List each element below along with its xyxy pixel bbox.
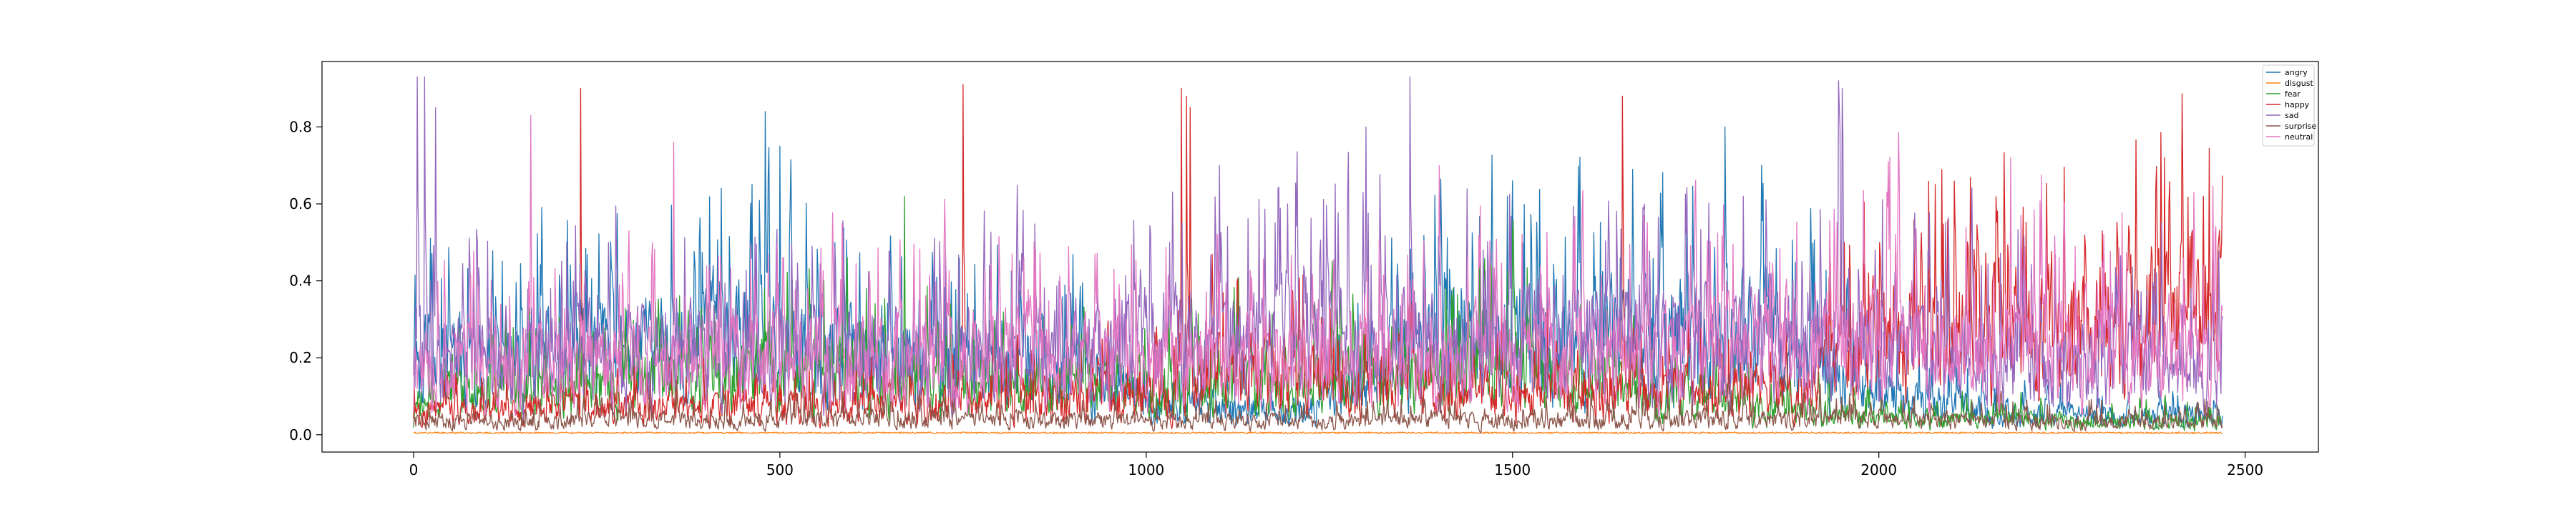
- x-tick-label: 2500: [2227, 461, 2263, 479]
- legend-label-disgust: disgust: [2285, 79, 2313, 88]
- x-tick-label: 1000: [1128, 461, 1164, 479]
- series-line-surprise: [413, 383, 2223, 433]
- y-tick-label: 0.8: [289, 118, 312, 135]
- series-lines: [413, 76, 2223, 434]
- y-tick-label: 0.4: [289, 273, 312, 290]
- axes: 0 500 1000 1500 2000 2500 0.0 0.2 0.4 0.6 0.8: [289, 118, 2263, 479]
- legend-label-fear: fear: [2285, 89, 2301, 99]
- legend-label-surprise: surprise: [2285, 122, 2317, 131]
- legend-label-happy: happy: [2285, 100, 2310, 109]
- y-tick-label: 0.6: [289, 195, 312, 212]
- y-tick-label: 0.0: [289, 426, 312, 443]
- legend-label-angry: angry: [2285, 68, 2308, 77]
- x-tick-label: 0: [409, 461, 419, 479]
- series-line-disgust: [413, 431, 2223, 434]
- series-line-neutral: [413, 114, 2223, 417]
- series-line-happy: [413, 84, 2223, 430]
- x-tick-label: 2000: [1860, 461, 1897, 479]
- legend-label-sad: sad: [2285, 111, 2298, 120]
- x-tick-label: 500: [766, 461, 794, 479]
- plot-frame: [321, 61, 2319, 453]
- legend-label-neutral: neutral: [2285, 132, 2313, 142]
- y-tick-label: 0.2: [289, 349, 312, 366]
- x-tick-label: 1500: [1494, 461, 1531, 479]
